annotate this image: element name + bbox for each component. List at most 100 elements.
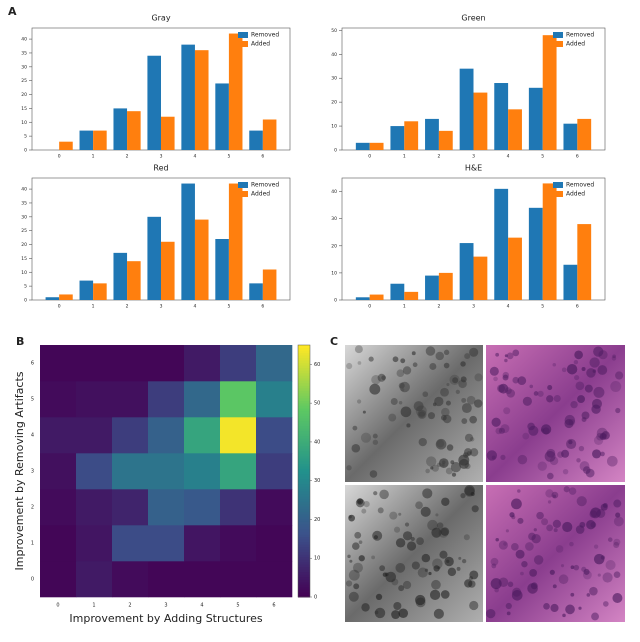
texture — [398, 585, 405, 592]
y-tick-label: 5 — [31, 397, 34, 403]
legend-swatch — [553, 191, 563, 197]
colorbar-segment — [298, 576, 310, 580]
colorbar-segment — [298, 511, 310, 515]
texture — [543, 603, 550, 610]
colorbar-segment — [298, 528, 310, 532]
heat-cell — [148, 381, 185, 418]
texture — [445, 400, 451, 406]
texture — [358, 555, 365, 562]
texture — [562, 521, 573, 533]
texture — [348, 591, 359, 602]
heat-cell — [112, 345, 149, 382]
texture — [415, 594, 426, 606]
bar — [577, 224, 592, 300]
colorbar-segment — [298, 425, 310, 429]
colorbar-segment — [298, 365, 310, 369]
heat-cell — [40, 489, 77, 526]
y-tick-label: 10 — [331, 270, 337, 276]
heat-cell — [184, 417, 221, 454]
y-tick-label: 35 — [21, 50, 27, 56]
texture — [527, 583, 538, 594]
texture — [361, 603, 370, 612]
texture — [574, 350, 583, 360]
colorbar-segment — [298, 496, 310, 500]
texture — [441, 407, 450, 417]
x-tick-label: 2 — [126, 154, 129, 160]
texture — [509, 512, 515, 518]
heat-cell — [40, 561, 77, 598]
texture — [525, 542, 534, 551]
texture — [576, 458, 581, 463]
heat-cell — [184, 381, 221, 418]
texture — [427, 412, 435, 420]
texture — [435, 513, 439, 517]
y-tick-label: 10 — [331, 124, 337, 130]
heat-cell — [256, 381, 293, 418]
x-tick-label: 2 — [437, 304, 440, 310]
legend-label: Removed — [566, 182, 594, 189]
bar — [369, 294, 384, 300]
grayscale-image — [345, 485, 483, 622]
texture — [593, 553, 605, 565]
texture — [399, 381, 410, 393]
heat-cell — [76, 489, 113, 526]
texture — [602, 572, 613, 583]
texture — [471, 505, 479, 513]
texture — [356, 498, 364, 505]
x-tick-label: 6 — [576, 154, 579, 160]
y-tick-label: 30 — [21, 64, 27, 70]
colorbar-segment — [298, 594, 310, 598]
texture — [511, 589, 523, 601]
texture — [613, 538, 621, 546]
x-tick-label: 6 — [272, 603, 275, 609]
bar — [563, 264, 578, 300]
colorbar-segment — [298, 387, 310, 391]
bar — [438, 272, 453, 300]
texture — [357, 361, 362, 365]
texture — [575, 381, 585, 391]
y-tick-label: 10 — [21, 120, 27, 126]
colorbar-segment — [298, 478, 310, 482]
colorbar-segment — [298, 493, 310, 497]
texture — [495, 352, 500, 357]
texture — [512, 349, 520, 357]
bar — [93, 130, 107, 150]
texture — [589, 357, 600, 368]
texture — [558, 574, 569, 585]
y-axis-label: Improvement by Removing Artifacts — [13, 371, 26, 570]
texture — [570, 565, 575, 570]
texture — [458, 379, 467, 389]
colorbar-segment — [298, 486, 310, 490]
colorbar-segment — [298, 400, 310, 404]
texture — [515, 549, 525, 559]
texture — [586, 520, 596, 530]
bar — [473, 256, 488, 300]
texture — [533, 528, 537, 532]
x-tick-label: 3 — [160, 304, 163, 310]
x-tick-label: 2 — [128, 603, 131, 609]
bar — [355, 142, 370, 150]
bar — [79, 130, 94, 150]
colorbar-segment — [298, 390, 310, 394]
legend-swatch — [238, 32, 248, 38]
bar — [262, 119, 277, 150]
bar — [45, 297, 60, 300]
x-tick-label: 6 — [261, 304, 264, 310]
colorbar-segment — [298, 523, 310, 527]
heat-cell — [220, 489, 257, 526]
heat-cell — [184, 525, 221, 562]
colorbar-segment — [298, 501, 310, 505]
colorbar-segment — [298, 503, 310, 507]
heat-cell — [220, 381, 257, 418]
texture — [560, 564, 565, 568]
x-tick-label: 1 — [92, 154, 95, 160]
x-tick-label: 6 — [576, 304, 579, 310]
texture — [593, 386, 605, 398]
y-tick-label: 15 — [21, 106, 27, 112]
colorbar-segment — [298, 541, 310, 545]
heat-cell — [256, 417, 293, 454]
texture — [373, 491, 378, 496]
texture — [372, 433, 378, 439]
y-tick-label: 3 — [31, 469, 34, 475]
bar — [113, 108, 128, 150]
